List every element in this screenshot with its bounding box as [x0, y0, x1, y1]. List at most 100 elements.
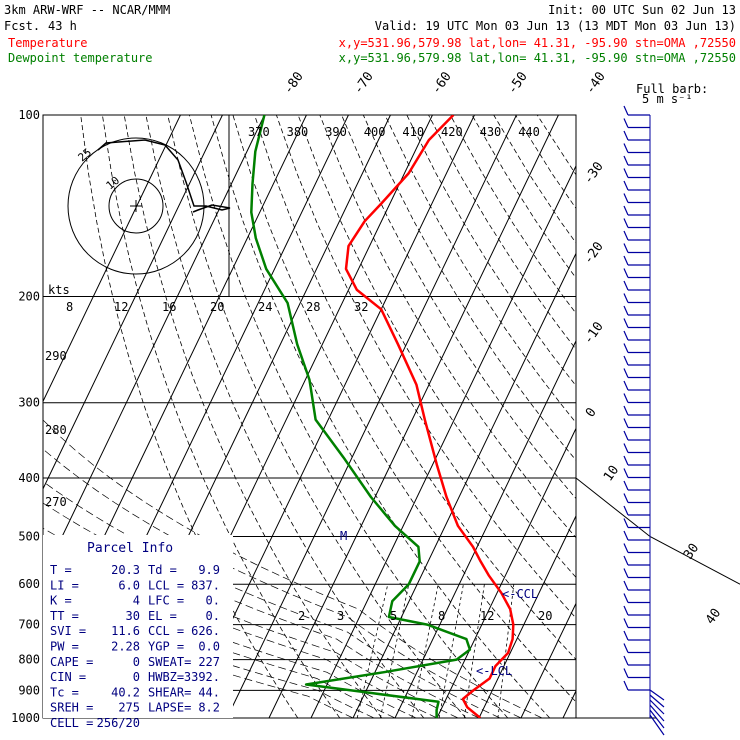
pressure-tick-label: 200 — [18, 290, 40, 304]
parcel-info-cell: 3392. — [184, 670, 220, 684]
mixing-ratio-line — [463, 584, 485, 718]
hodograph-speed-label: 24 — [258, 300, 272, 314]
wind-barb — [623, 243, 650, 254]
parcel-info-cell: 8.2 — [198, 701, 220, 715]
wind-barb — [623, 268, 650, 279]
parcel-info-cell: 256/20 — [97, 716, 140, 730]
parcel-info-cell: SHEAR= — [148, 685, 191, 699]
hodograph-speed-label: 12 — [114, 300, 128, 314]
hodograph-speed-label: 28 — [306, 300, 320, 314]
hodograph-units-label: kts — [48, 283, 70, 297]
isotherm-tick-label: -20 — [581, 239, 607, 267]
wind-barb — [623, 105, 650, 116]
plot-frame — [42, 114, 577, 719]
mixing-ratio-label: 5 — [390, 609, 397, 623]
forecast-hours: 43 h — [48, 19, 77, 33]
isotherm-tick-label: 10 — [601, 463, 622, 484]
wind-barb — [623, 155, 650, 166]
mixing-ratio-label: 12 — [480, 609, 494, 623]
isotherm-tick-label: -40 — [583, 69, 609, 97]
parcel-info-cell: 227 — [198, 655, 220, 669]
parcel-info-cell: 626. — [191, 624, 220, 638]
hodograph-trace — [97, 139, 231, 213]
wind-barb — [623, 293, 650, 304]
theta-tick-label: 430 — [480, 125, 502, 139]
parcel-info-cell: SVI = — [50, 624, 86, 638]
wind-barb — [623, 130, 650, 141]
isotherm-line — [352, 252, 576, 718]
hodograph-ring-inner — [108, 178, 164, 234]
parcel-info-cell: 0 — [133, 670, 140, 684]
barb-units-label: 5 m s⁻¹ — [642, 92, 693, 106]
mixing-ratio-label: 2 — [298, 609, 305, 623]
dry-adiabat — [406, 115, 576, 387]
isotherm-tick-label: -70 — [351, 69, 377, 97]
parcel-info-cell: Td = — [148, 563, 177, 577]
location-temperature: x,y=531.96,579.98 lat,lon= 41.31, -95.90… — [339, 36, 736, 50]
wind-barb — [623, 680, 650, 691]
isotherm-line — [436, 427, 576, 718]
dry-adiabat — [232, 115, 576, 703]
mixing-ratio-line — [497, 584, 515, 718]
moist-adiabat — [43, 610, 354, 718]
parcel-info-cell: 4 — [133, 594, 140, 608]
parcel-info-cell: 11.6 — [111, 624, 140, 638]
init-time: Init: 00 UTC Sun 02 Jun 13 — [548, 3, 736, 17]
wind-barb-low — [649, 714, 665, 736]
wind-barb — [623, 405, 650, 416]
mixing-ratio-line — [438, 584, 464, 718]
isotherm-line — [43, 115, 265, 578]
wind-barb — [623, 480, 650, 491]
wind-barb — [623, 430, 650, 441]
parcel-info-cell: 40.2 — [111, 685, 140, 699]
isotherm-line — [605, 115, 740, 718]
parcel-info-cell: SREH = — [50, 701, 93, 715]
dry-adiabat — [102, 115, 341, 718]
isotherm-line — [394, 339, 576, 718]
parcel-info-cell: 44. — [198, 685, 220, 699]
pressure-tick-label: 300 — [18, 396, 40, 410]
parcel-info-cell: 0 — [133, 655, 140, 669]
isotherm-line — [43, 115, 181, 403]
wind-barb — [623, 418, 650, 429]
wind-barb — [623, 318, 650, 329]
full-barb-label: Full barb: — [636, 82, 708, 96]
mixing-ratio-line — [356, 584, 389, 718]
wind-barb — [623, 555, 650, 566]
valid-time: Valid: 19 UTC Mon 03 Jun 13 (13 MDT Mon … — [375, 19, 736, 33]
dry-adiabat — [254, 115, 576, 661]
hodograph-speed-label: 32 — [354, 300, 368, 314]
parcel-info-cell: LCL = — [148, 578, 184, 592]
legend-dewpoint: Dewpoint temperature — [8, 51, 153, 65]
hodograph-speed-label: 8 — [66, 300, 73, 314]
wind-barb — [623, 118, 650, 129]
parcel-info-cell: CCL = — [148, 624, 184, 638]
wind-barb — [623, 580, 650, 591]
theta-tick-label: 390 — [325, 125, 347, 139]
parcel-info-cell: LI = — [50, 578, 79, 592]
hodograph-center-mark — [130, 200, 142, 212]
parcel-info-cell: 0. — [206, 609, 220, 623]
parcel-info-cell: CIN = — [50, 670, 86, 684]
wind-barb — [623, 218, 650, 229]
pressure-tick-label: 400 — [18, 471, 40, 485]
pressure-tick-label: 500 — [18, 529, 40, 543]
plot-frame-extension — [575, 477, 740, 585]
wind-barb — [623, 255, 650, 266]
moist-adiabat — [43, 597, 375, 718]
wind-barb — [623, 505, 650, 516]
isotherm-line — [226, 115, 517, 718]
wind-barb — [623, 230, 650, 241]
wind-barb — [623, 393, 650, 404]
isotherm-tick-label: 0 — [583, 405, 600, 420]
wind-barb — [623, 205, 650, 216]
wind-barb — [623, 455, 650, 466]
parcel-info-box: Parcel Info T = 20.3 Td = 9.9 LI = 6.0 LCL = 83… — [43, 535, 233, 730]
isotherm-line — [647, 115, 740, 718]
dry-adiabat — [123, 115, 383, 718]
wind-barb-low — [649, 699, 665, 715]
wind-barb — [623, 568, 650, 579]
parcel-info-cell: TT = — [50, 609, 79, 623]
parcel-info-cell: 2.28 — [111, 640, 140, 654]
parcel-info-cell: 9.9 — [198, 563, 220, 577]
